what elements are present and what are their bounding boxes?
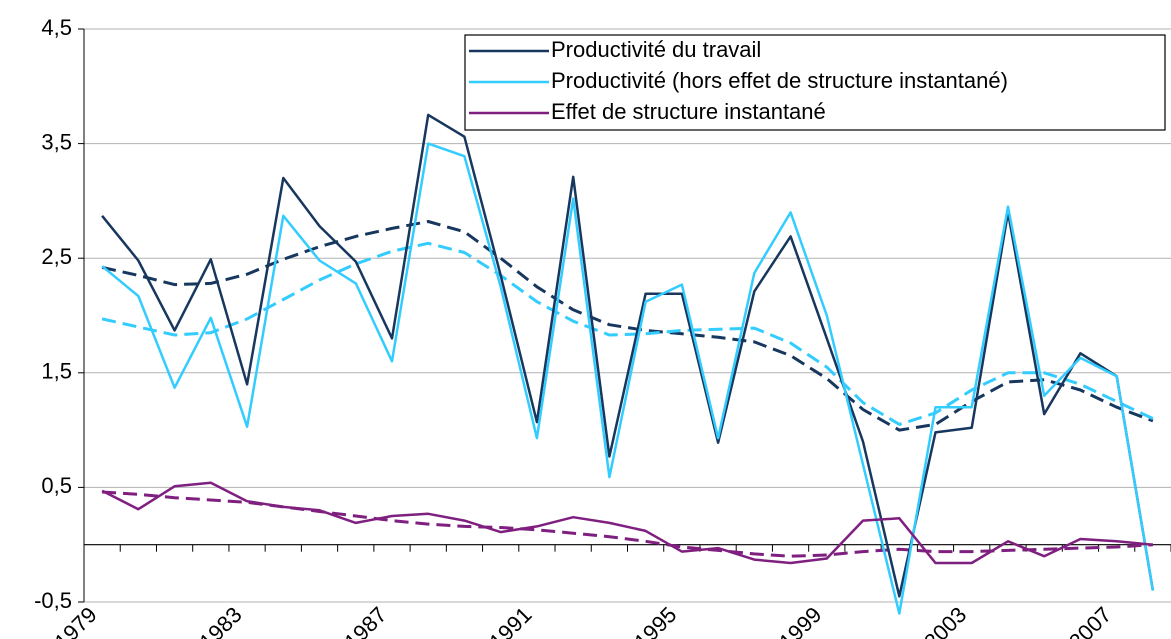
series-line: [101, 481, 1154, 565]
x-tick-label: 1983: [194, 602, 246, 639]
legend-box: [464, 34, 1166, 131]
y-tick-label: -0,5: [34, 588, 72, 613]
legend-label: Productivité du travail: [551, 37, 761, 62]
x-tick-label: 2007: [1064, 602, 1116, 639]
x-tick-label: 1991: [484, 602, 536, 639]
x-tick-label: 2003: [919, 602, 971, 639]
y-tick-label: 3,5: [41, 129, 72, 154]
series-line: [101, 142, 1155, 615]
legend-label: Effet de structure instantané: [551, 99, 826, 124]
series-line: [101, 113, 1155, 598]
x-tick-label: 1999: [774, 602, 826, 639]
trend-line: [101, 241, 1154, 426]
x-tick-label: 1987: [339, 602, 391, 639]
y-tick-label: 2,5: [41, 244, 72, 269]
x-tick-label: 1995: [629, 602, 681, 639]
y-tick-label: 4,5: [41, 15, 72, 40]
legend: Productivité du travail Productivité (hor…: [464, 34, 1166, 131]
y-tick-label: 1,5: [41, 359, 72, 384]
y-tick-label: 0,5: [41, 473, 72, 498]
trend-line: [101, 220, 1154, 432]
legend-label: Productivité (hors effet de structure in…: [551, 68, 1008, 93]
